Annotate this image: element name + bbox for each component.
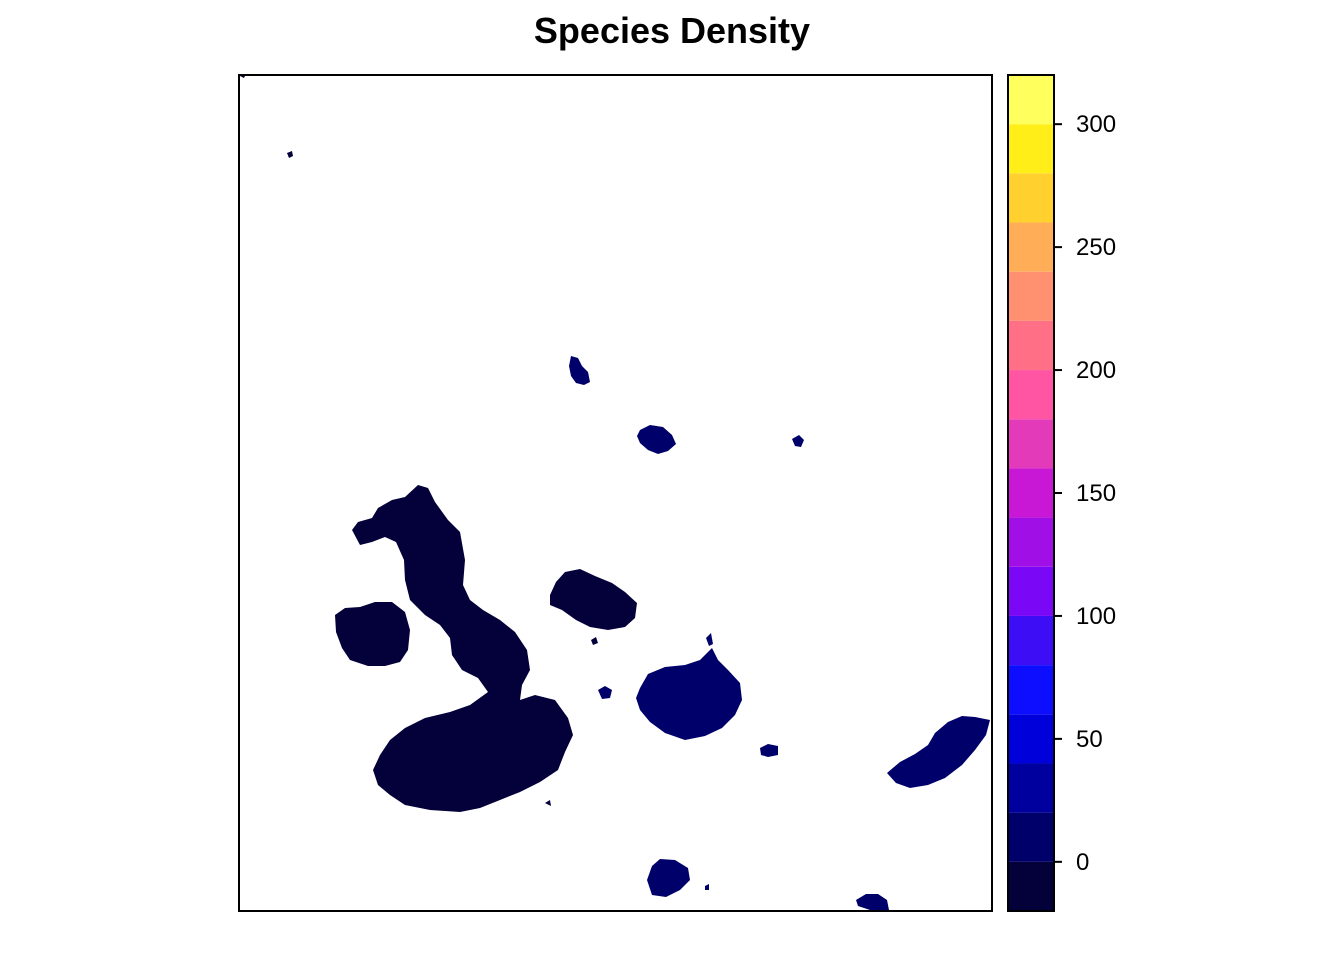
- colorbar-tick-label: 0: [1076, 849, 1089, 876]
- colorbar-segment: [1008, 75, 1054, 125]
- map-title: Species Density: [533, 10, 811, 51]
- island-santiago-islet: [591, 637, 598, 645]
- colorbar-segment: [1008, 566, 1054, 616]
- colorbar-segment: [1008, 468, 1054, 518]
- colorbar-segment: [1008, 222, 1054, 272]
- colorbar-segment: [1008, 861, 1054, 911]
- island-nw-islet: [287, 151, 293, 158]
- island-floreana: [647, 859, 690, 897]
- colorbar-segment: [1008, 173, 1054, 223]
- island-north-small: [569, 356, 590, 385]
- island-corner-islet: [240, 76, 245, 78]
- colorbar-tick-label: 50: [1076, 726, 1103, 753]
- colorbar-ticks: 0 50 100 150 200 250 300: [1054, 111, 1116, 876]
- colorbar-segment: [1008, 517, 1054, 567]
- colorbar-segment: [1008, 419, 1054, 469]
- island-floreana-islet: [705, 884, 709, 890]
- island-northeast-islet: [792, 435, 804, 447]
- colorbar-segment: [1008, 124, 1054, 174]
- colorbar-tick-label: 250: [1076, 234, 1116, 261]
- map-panel-frame: [238, 74, 993, 912]
- island-santa-fe: [760, 744, 778, 757]
- colorbar-segment: [1008, 812, 1054, 862]
- colorbar-segment: [1008, 665, 1054, 715]
- colorbar-tick-label: 200: [1076, 357, 1116, 384]
- island-santa-cruz: [636, 648, 742, 740]
- colorbar-segment: [1008, 320, 1054, 371]
- colorbar-tick-label: 150: [1076, 480, 1116, 507]
- colorbar-tick-label: 300: [1076, 111, 1116, 138]
- colorbar-segment: [1008, 271, 1054, 321]
- island-santiago: [550, 569, 637, 630]
- colorbar-segment: [1008, 615, 1054, 666]
- island-fernandina: [335, 602, 410, 666]
- island-isabela: [352, 485, 573, 812]
- colorbar: [1008, 75, 1054, 911]
- colorbar-segment: [1008, 370, 1054, 420]
- colorbar-segment: [1008, 763, 1054, 813]
- island-pinzon: [598, 686, 612, 699]
- island-san-cristobal: [887, 716, 990, 788]
- colorbar-tick-label: 100: [1076, 603, 1116, 630]
- island-south-islet: [545, 800, 551, 806]
- colorbar-segment: [1008, 714, 1054, 764]
- island-north-oval: [637, 425, 676, 454]
- island-santa-cruz-islet: [706, 633, 713, 646]
- island-espanola: [856, 894, 889, 910]
- islands: [240, 76, 990, 910]
